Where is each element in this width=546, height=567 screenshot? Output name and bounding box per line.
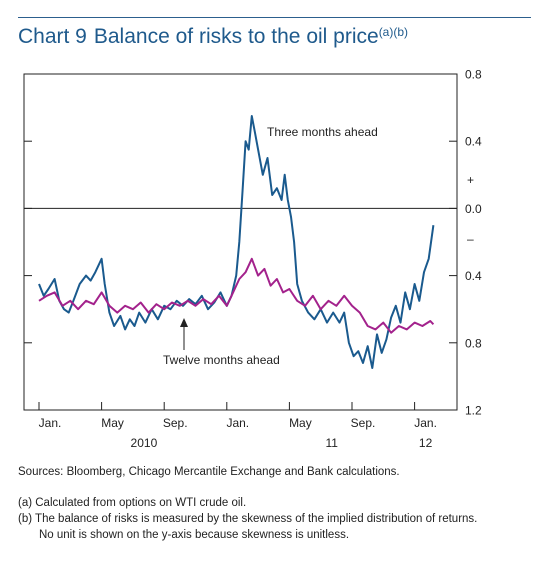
x-tick-label: Jan. bbox=[226, 416, 249, 430]
y-tick-label: 0.4 bbox=[465, 135, 482, 149]
chart-title-text: Balance of risks to the oil price bbox=[93, 25, 379, 48]
x-tick-label: Sep. bbox=[351, 416, 376, 430]
x-year-label: 2010 bbox=[131, 436, 158, 450]
x-year-label: 12 bbox=[419, 436, 433, 450]
x-tick-label: Sep. bbox=[163, 416, 188, 430]
top-rule bbox=[18, 17, 531, 18]
footnote-b-continued: No unit is shown on the y-axis because s… bbox=[18, 529, 349, 541]
chart-title: Chart 9 Balance of risks to the oil price… bbox=[18, 25, 408, 49]
x-tick-label: May bbox=[289, 416, 312, 430]
footnote-a: (a) Calculated from options on WTI crude… bbox=[18, 497, 247, 509]
annotation-arrowhead bbox=[180, 318, 188, 327]
annotation-twelve-months-ahead: Twelve months ahead bbox=[163, 353, 280, 367]
x-year-label: 11 bbox=[325, 436, 338, 450]
x-tick-label: Jan. bbox=[39, 416, 62, 430]
footnote-b-second-line: No unit is shown on the y-axis because s… bbox=[39, 529, 350, 541]
series-line-three-months bbox=[38, 115, 435, 369]
plus-sign-label: + bbox=[467, 173, 474, 187]
minus-sign-label: – bbox=[467, 232, 474, 246]
y-tick-label: 0.4 bbox=[465, 269, 482, 283]
y-tick-label: 0.8 bbox=[465, 336, 482, 350]
y-tick-label: 0.8 bbox=[465, 68, 482, 82]
annotation-three-months-ahead: Three months ahead bbox=[267, 125, 378, 139]
chart-number: Chart 9 bbox=[18, 25, 87, 48]
x-tick-label: May bbox=[101, 416, 124, 430]
footnote-b: (b) The balance of risks is measured by … bbox=[18, 513, 478, 525]
y-tick-label: 0.0 bbox=[465, 202, 482, 216]
title-footnote-refs: (a)(b) bbox=[378, 25, 409, 39]
series-line-twelve-months bbox=[38, 257, 435, 334]
x-tick-label: Jan. bbox=[414, 416, 437, 430]
y-tick-label: 1.2 bbox=[465, 404, 482, 418]
sources-note: Sources: Bloomberg, Chicago Mercantile E… bbox=[18, 466, 400, 478]
plot-frame bbox=[23, 73, 458, 411]
